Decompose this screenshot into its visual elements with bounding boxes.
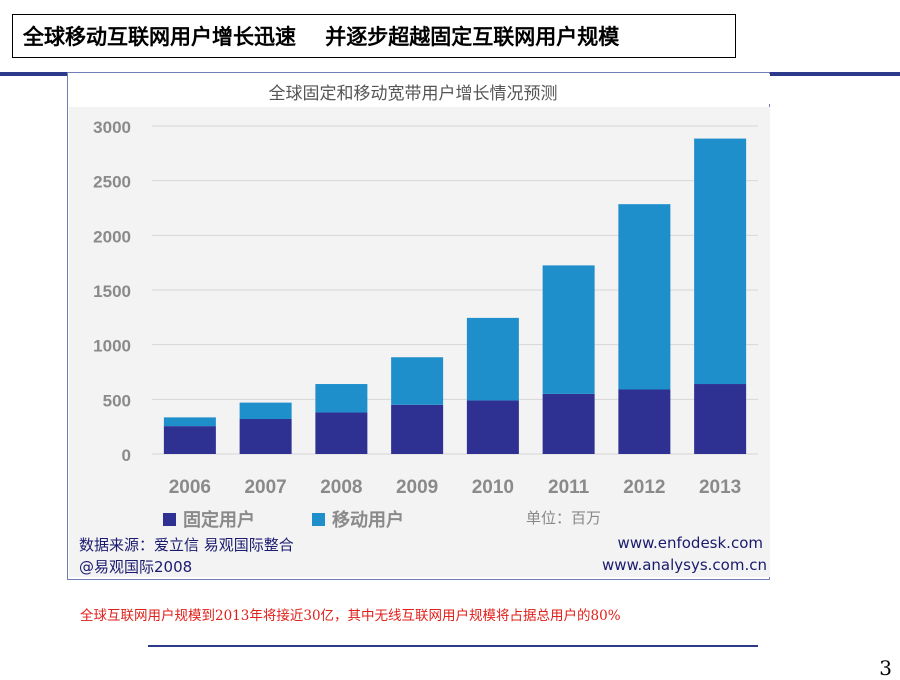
y-tick-label: 2500 bbox=[93, 173, 131, 192]
slide-title: 全球移动互联网用户增长迅速 并逐步超越固定互联网用户规模 bbox=[12, 14, 736, 58]
bar-mobile-2011 bbox=[542, 265, 595, 394]
x-tick-label: 2012 bbox=[623, 477, 665, 498]
bar-mobile-2012 bbox=[618, 204, 671, 390]
bar-mobile-2007 bbox=[239, 402, 292, 420]
y-tick-label: 0 bbox=[122, 446, 131, 465]
source-url-analysys[interactable]: www.analysys.com.cn bbox=[602, 556, 767, 574]
chart-panel: 全球固定和移动宽带用户增长情况预测 0 500 1000 1500 2000 2500 30… bbox=[67, 72, 770, 580]
x-tick-label: 2009 bbox=[396, 477, 438, 498]
x-tick-label: 2008 bbox=[320, 477, 362, 498]
legend-label: 固定用户 bbox=[183, 509, 255, 531]
bar-fixed-2008 bbox=[315, 412, 368, 454]
x-axis-ticks: 2006 2007 2008 2009 2010 2011 2012 2013 bbox=[169, 477, 742, 498]
copyright-text: @易观国际2008 bbox=[79, 558, 193, 576]
y-tick-label: 500 bbox=[103, 391, 131, 410]
y-tick-label: 3000 bbox=[93, 118, 131, 137]
bar-fixed-2009 bbox=[391, 404, 444, 454]
bar-fixed-2007 bbox=[239, 419, 292, 454]
legend-swatch bbox=[163, 513, 176, 526]
summary-note: 全球互联网用户规模到2013年将接近30亿，其中无线互联网用户规模将占据总用户的… bbox=[80, 608, 621, 624]
bars bbox=[163, 138, 747, 454]
y-tick-label: 1000 bbox=[93, 337, 131, 356]
bar-fixed-2012 bbox=[618, 389, 671, 454]
page-number: 3 bbox=[879, 656, 892, 680]
bar-fixed-2006 bbox=[163, 426, 216, 454]
legend-label: 移动用户 bbox=[332, 509, 404, 531]
bar-fixed-2010 bbox=[466, 400, 519, 454]
legend: 固定用户 移动用户 bbox=[163, 509, 404, 531]
x-tick-label: 2013 bbox=[699, 477, 741, 498]
y-tick-label: 2000 bbox=[93, 227, 131, 246]
x-tick-label: 2006 bbox=[169, 477, 211, 498]
source-text: 数据来源：爱立信 易观国际整合 bbox=[79, 536, 294, 554]
bottom-divider bbox=[148, 645, 758, 647]
unit-label: 单位：百万 bbox=[526, 509, 601, 527]
bar-fixed-2013 bbox=[694, 384, 747, 454]
y-axis-ticks: 0 500 1000 1500 2000 2500 3000 bbox=[93, 118, 131, 465]
x-tick-label: 2011 bbox=[548, 477, 590, 498]
bar-fixed-2011 bbox=[542, 393, 595, 454]
chart-title: 全球固定和移动宽带用户增长情况预测 bbox=[269, 84, 558, 104]
bar-mobile-2006 bbox=[163, 417, 216, 427]
bar-mobile-2008 bbox=[315, 384, 368, 413]
x-tick-label: 2007 bbox=[244, 477, 286, 498]
legend-swatch bbox=[312, 513, 325, 526]
bar-mobile-2013 bbox=[694, 138, 747, 385]
source-url-enfodesk[interactable]: www.enfodesk.com bbox=[617, 534, 763, 552]
bar-mobile-2009 bbox=[391, 357, 444, 405]
stacked-bar-chart: 全球固定和移动宽带用户增长情况预测 0 500 1000 1500 2000 2500 30… bbox=[69, 74, 770, 577]
y-tick-label: 1500 bbox=[93, 282, 131, 301]
x-tick-label: 2010 bbox=[472, 477, 514, 498]
bar-mobile-2010 bbox=[466, 317, 519, 401]
